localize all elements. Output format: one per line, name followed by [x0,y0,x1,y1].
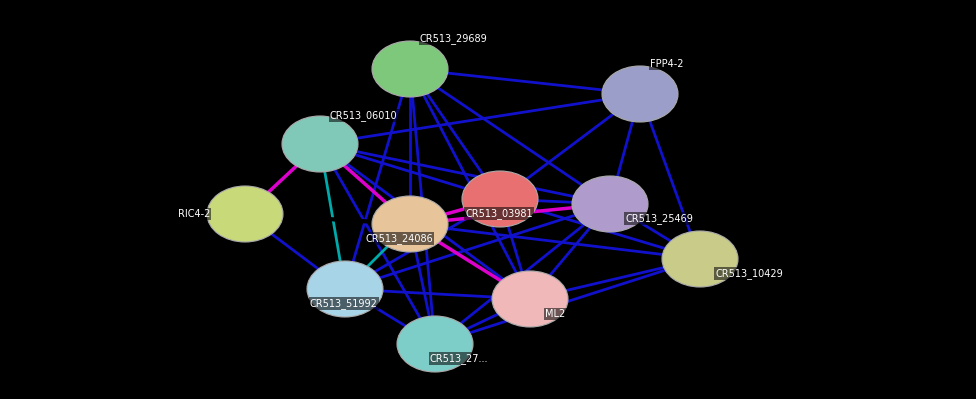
Ellipse shape [602,66,678,122]
Ellipse shape [207,186,283,242]
Ellipse shape [662,231,738,287]
Ellipse shape [372,196,448,252]
Ellipse shape [462,171,538,227]
Text: CR513_51992: CR513_51992 [310,298,378,309]
Text: CR513_24086: CR513_24086 [365,233,432,244]
Text: CR513_10429: CR513_10429 [715,268,783,279]
Ellipse shape [307,261,383,317]
Text: CR513_27...: CR513_27... [430,353,489,364]
Ellipse shape [492,271,568,327]
Ellipse shape [397,316,473,372]
Text: RIC4-2: RIC4-2 [178,209,210,219]
Text: CR513_25469: CR513_25469 [625,213,693,224]
Ellipse shape [572,176,648,232]
Text: CR513_03981: CR513_03981 [465,208,533,219]
Ellipse shape [282,116,358,172]
Text: CR513_06010: CR513_06010 [330,110,397,121]
Ellipse shape [372,41,448,97]
Text: ML2: ML2 [545,309,565,319]
Text: CR513_29689: CR513_29689 [420,33,488,44]
Text: FPP4-2: FPP4-2 [650,59,683,69]
